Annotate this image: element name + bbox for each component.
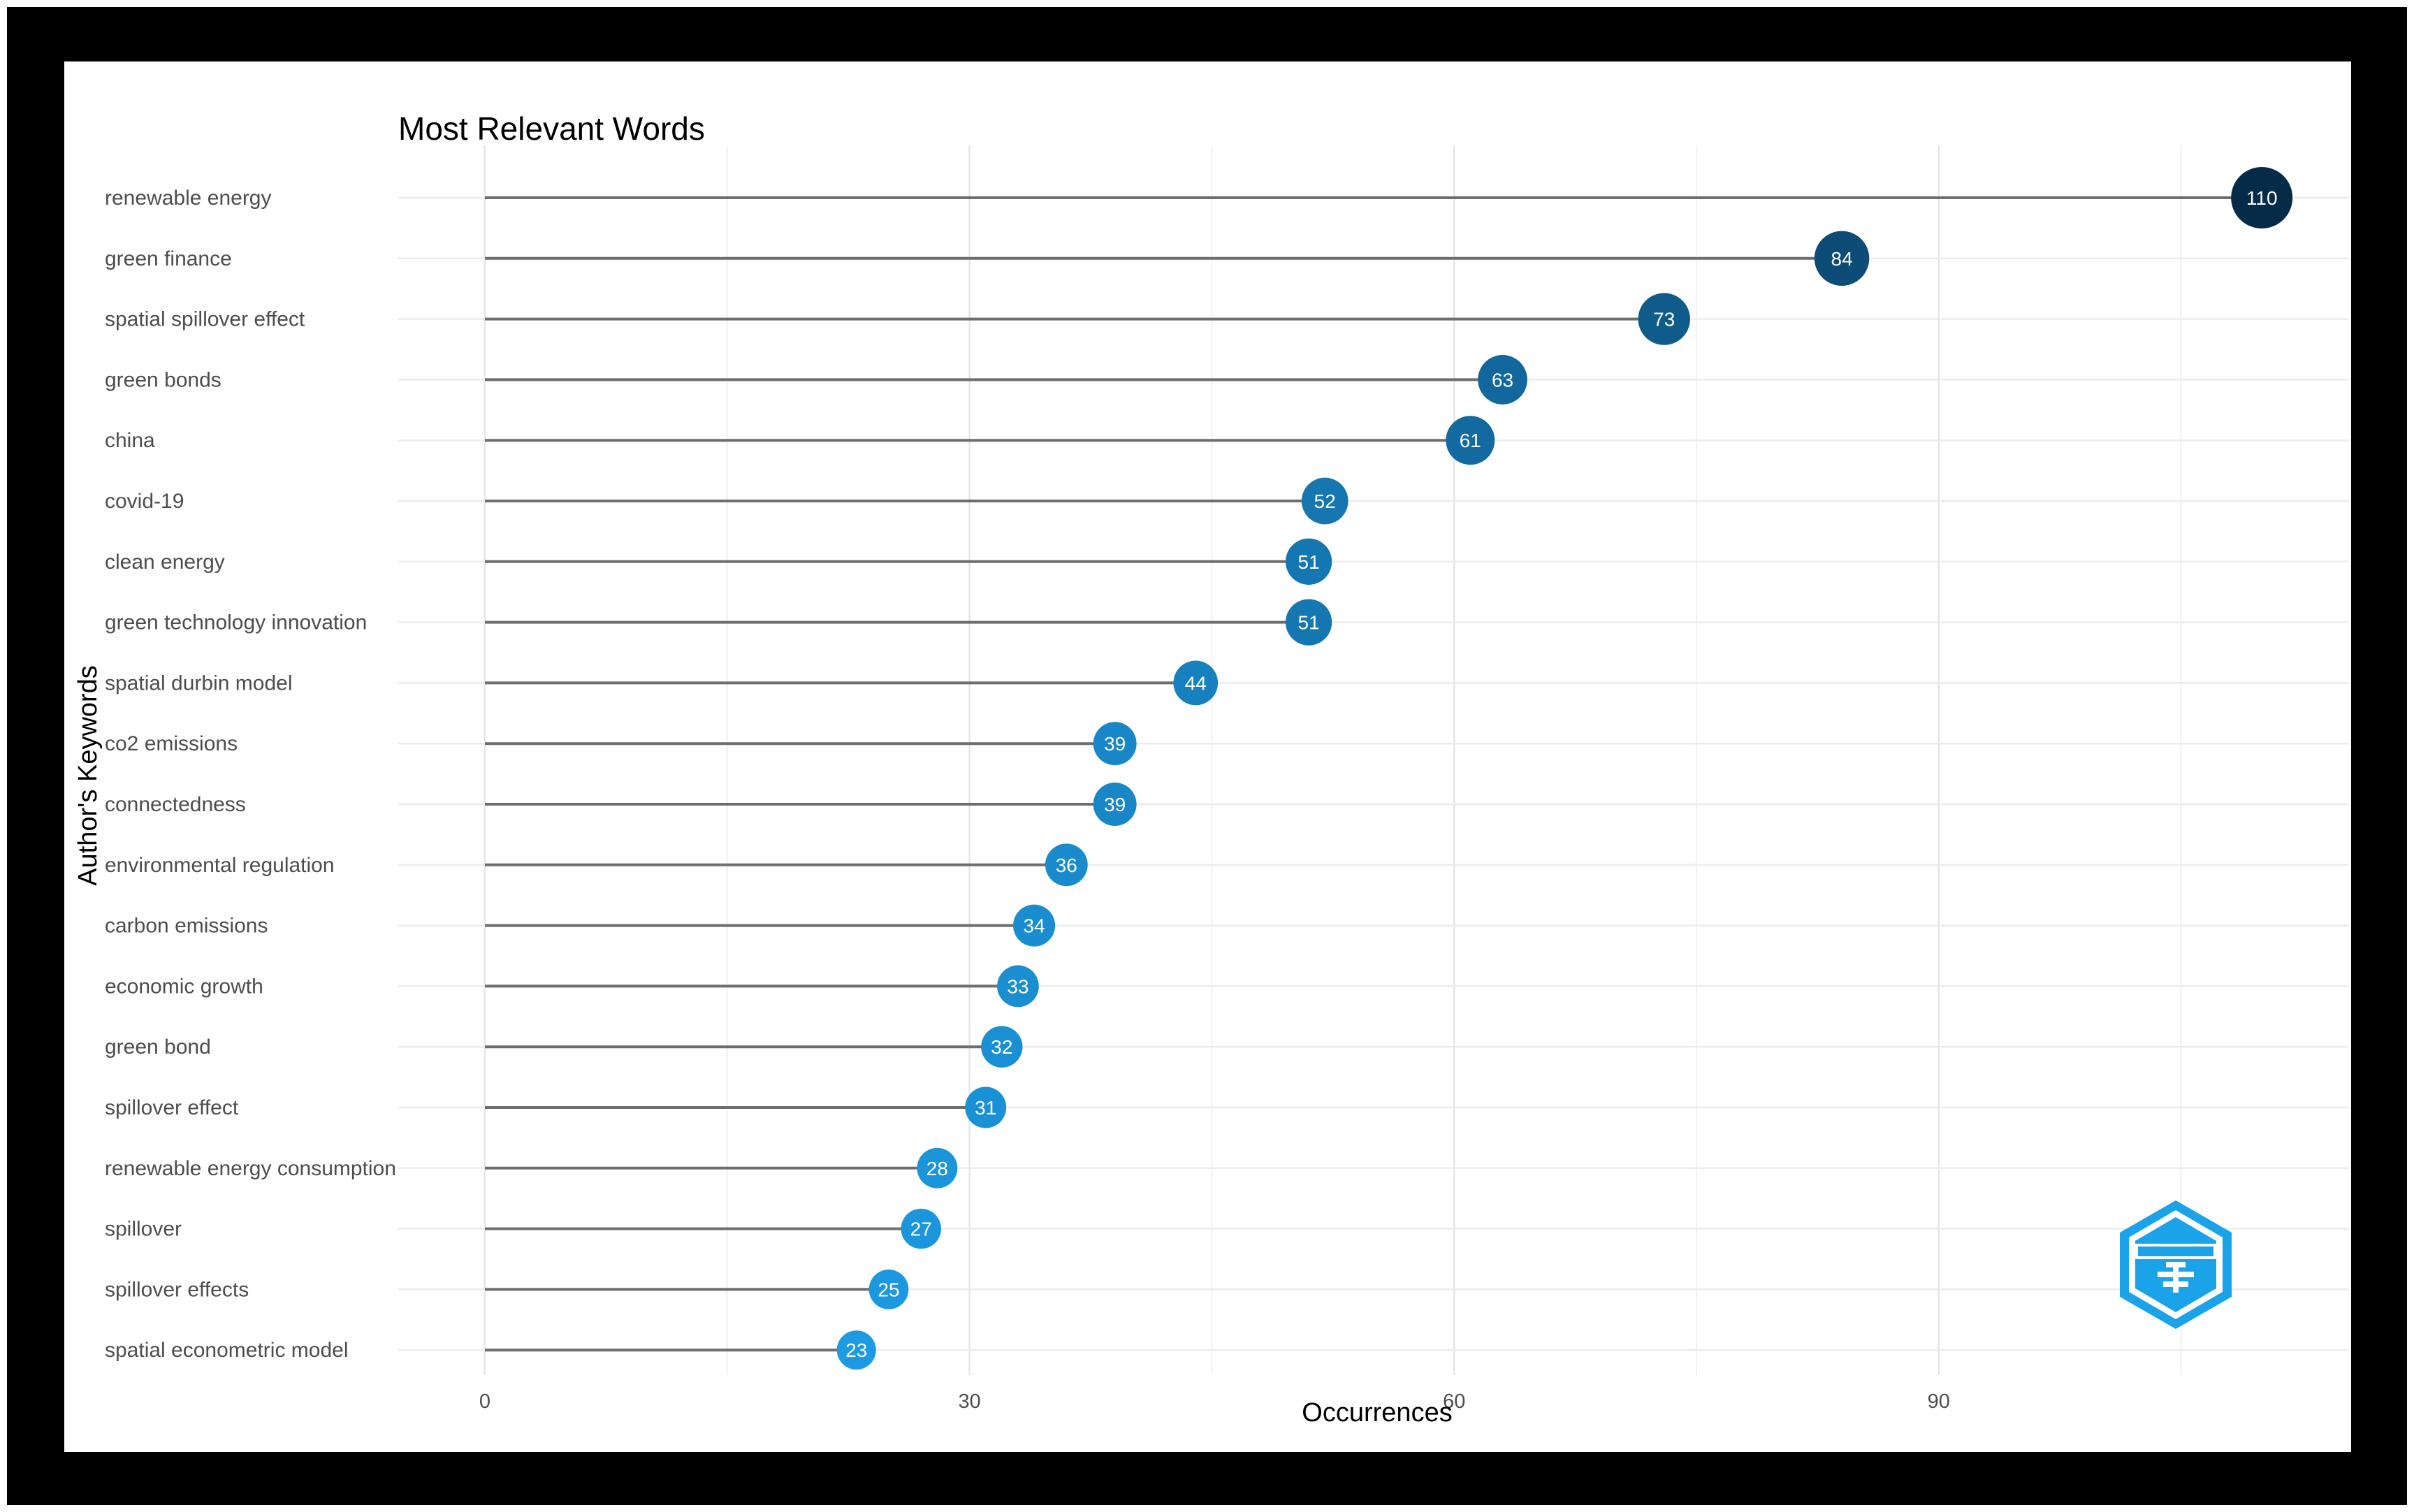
- value-label: 61: [1460, 430, 1481, 451]
- lollipop-point: [981, 1026, 1023, 1068]
- lollipop-point: [1446, 416, 1495, 465]
- chart-title: Most Relevant Words: [398, 110, 705, 147]
- category-label: spatial durbin model: [105, 671, 293, 695]
- category-label: spillover: [105, 1218, 182, 1241]
- chart-panel: 110 84 73 63 61 52 51 51 44 39 39 36 34 33 32 31 28 27 25 2…: [64, 61, 2351, 1452]
- lollipop-point: [1173, 660, 1219, 706]
- lollipop-point: [997, 965, 1039, 1008]
- value-label: 34: [1024, 915, 1045, 937]
- category-label: green finance: [105, 247, 232, 270]
- bibliometrix-logo-icon: [2120, 1200, 2232, 1329]
- category-label: renewable energy: [105, 187, 272, 210]
- category-label: environmental regulation: [105, 854, 335, 877]
- value-label: 84: [1831, 248, 1853, 270]
- value-label: 63: [1492, 369, 1513, 391]
- lollipop-point: [917, 1147, 958, 1188]
- tick-label-layer: 0 30 60 90: [479, 1390, 1950, 1413]
- category-label: spillover effect: [105, 1096, 239, 1119]
- inner-frame: 110 84 73 63 61 52 51 51 44 39 39 36 34 33 32 31 28 27 25 2…: [46, 46, 2368, 1466]
- lollipop-point: [1093, 783, 1137, 826]
- x-tick-label: 0: [479, 1390, 490, 1413]
- lollipop-point: [1285, 599, 1332, 646]
- x-tick-label: 30: [958, 1390, 980, 1413]
- outer-frame: 110 84 73 63 61 52 51 51 44 39 39 36 34 33 32 31 28 27 25 2…: [7, 7, 2407, 1505]
- category-label: covid-19: [105, 490, 184, 513]
- value-label: 73: [1653, 309, 1675, 330]
- category-label: spatial spillover effect: [105, 308, 305, 331]
- lollipop-point: [836, 1330, 876, 1370]
- lollipop-point: [1478, 355, 1527, 405]
- value-label: 27: [910, 1219, 932, 1240]
- category-label: connectedness: [105, 793, 246, 816]
- value-label: 39: [1104, 733, 1126, 755]
- lollipop-point: [1285, 538, 1332, 585]
- value-label: 25: [878, 1279, 899, 1300]
- lollipop-chart: 110 84 73 63 61 52 51 51 44 39 39 36 34 33 32 31 28 27 25 2…: [73, 110, 2349, 1427]
- x-axis-title: Occurrences: [1302, 1398, 1452, 1427]
- lollipop-point: [1301, 477, 1348, 525]
- category-label: carbon emissions: [105, 915, 268, 938]
- x-tick-label: 90: [1928, 1390, 1950, 1413]
- lollipop-point: [965, 1086, 1007, 1128]
- category-label: china: [105, 429, 155, 452]
- value-label: 51: [1298, 612, 1320, 634]
- lollipop-point: [1093, 722, 1137, 766]
- stem-layer: [485, 196, 2262, 1352]
- category-label-layer: renewable energy green finance spatial spi…: [105, 187, 396, 1362]
- y-axis-title: Author's Keywords: [73, 665, 103, 886]
- value-label: 28: [926, 1158, 948, 1179]
- value-label: 110: [2246, 187, 2278, 209]
- category-label: economic growth: [105, 975, 263, 998]
- value-label: 44: [1185, 672, 1207, 694]
- category-label: green bonds: [105, 368, 221, 391]
- category-label: clean energy: [105, 551, 225, 574]
- value-label: 33: [1007, 975, 1028, 997]
- lollipop-point: [901, 1208, 941, 1249]
- value-label: 32: [991, 1036, 1012, 1058]
- lollipop-point: [1814, 231, 1870, 286]
- x-tick-label: 60: [1443, 1390, 1465, 1413]
- category-label: green bond: [105, 1035, 211, 1059]
- lollipop-point: [1045, 843, 1088, 887]
- grid-layer: [398, 145, 2349, 1375]
- lollipop-point: [1013, 904, 1056, 947]
- lollipop-point: [1638, 293, 1690, 345]
- value-label: 36: [1056, 855, 1077, 876]
- category-label: green technology innovation: [105, 611, 367, 634]
- category-label: spillover effects: [105, 1278, 249, 1301]
- lollipop-point: [2231, 167, 2293, 228]
- category-label: renewable energy consumption: [105, 1157, 396, 1180]
- category-label: spatial econometric model: [105, 1339, 349, 1362]
- value-label: 23: [845, 1339, 867, 1361]
- value-label: 52: [1314, 490, 1336, 512]
- point-layer: 110 84 73 63 61 52 51 51 44 39 39 36 34 33 32 31 28 27 25 2…: [836, 167, 2293, 1370]
- value-label: 51: [1298, 551, 1320, 573]
- category-label: co2 emissions: [105, 732, 238, 755]
- value-label: 31: [975, 1097, 996, 1119]
- lollipop-point: [868, 1270, 909, 1309]
- value-label: 39: [1104, 794, 1126, 815]
